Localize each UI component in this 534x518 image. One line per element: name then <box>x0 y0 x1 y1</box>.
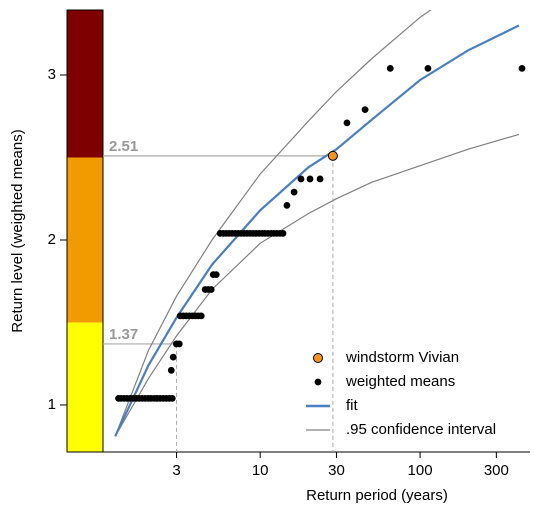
ci-lower <box>114 133 520 437</box>
x-tick-label: 100 <box>408 462 433 479</box>
event-point <box>327 150 338 161</box>
y-axis-title: Return level (weighted means) <box>9 129 26 332</box>
level-band <box>67 157 103 323</box>
data-point <box>306 175 314 183</box>
legend-symbol <box>314 378 322 386</box>
data-point <box>343 119 351 127</box>
legend-label: windstorm Vivian <box>345 349 459 366</box>
data-point <box>297 175 305 183</box>
data-point <box>361 106 369 114</box>
level-band <box>67 322 103 452</box>
ci-upper <box>114 10 432 437</box>
y-tick-label: 1 <box>48 396 56 413</box>
data-point <box>212 271 220 279</box>
data-point <box>386 65 394 72</box>
fit-line <box>114 24 520 437</box>
data-point <box>279 229 287 237</box>
data-point <box>290 188 298 196</box>
reference-label: 2.51 <box>109 138 138 155</box>
plot-area <box>114 10 526 437</box>
x-tick-label: 300 <box>484 462 509 479</box>
data-point <box>169 353 177 361</box>
data-point <box>168 394 176 402</box>
x-tick-label: 3 <box>172 462 180 479</box>
reference-label: 1.37 <box>109 326 138 343</box>
y-tick-label: 2 <box>48 231 56 248</box>
data-point <box>424 65 432 72</box>
legend-symbol <box>313 353 323 363</box>
data-point <box>167 366 175 374</box>
x-tick-label: 10 <box>252 462 269 479</box>
data-point <box>197 312 205 320</box>
legend-label: weighted means <box>345 373 455 390</box>
x-tick-label: 30 <box>328 462 345 479</box>
data-point <box>283 201 291 209</box>
data-point <box>175 340 183 348</box>
level-band <box>67 10 103 158</box>
y-tick-label: 3 <box>48 66 56 83</box>
x-axis-title: Return period (years) <box>306 487 448 504</box>
legend-label: fit <box>346 397 359 414</box>
data-point <box>518 65 526 72</box>
data-point <box>316 175 324 183</box>
data-point <box>207 286 215 293</box>
legend-label: .95 confidence interval <box>346 421 496 438</box>
